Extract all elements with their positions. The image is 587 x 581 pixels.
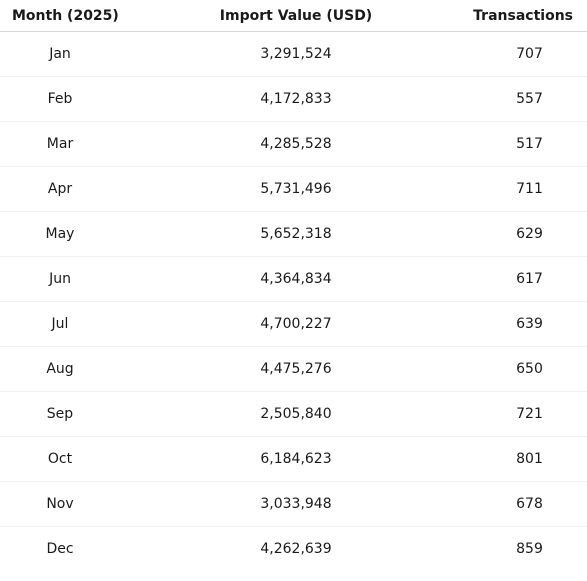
cell-import-value: 4,172,833 [120,76,472,122]
cell-month: May [0,211,120,257]
cell-month: Nov [0,481,120,527]
cell-month: Jul [0,301,120,347]
table-row: Jul 4,700,227 639 [0,301,587,347]
cell-import-value: 4,262,639 [260,541,332,557]
header-row: Month (2025) Import Value (USD) Transact… [0,0,587,32]
table-row: Jan 3,291,524 707 [0,31,587,77]
cell-transactions: 639 [472,301,587,347]
cell-import-value: 5,731,496 [120,166,472,212]
cell-import-value: 4,285,528 [120,121,472,167]
table-row: Sep 2,505,840 721 [0,391,587,437]
cell-import-value: 4,475,276 [120,346,472,392]
cell-import-value: 3,033,948 [120,481,472,527]
table-header: Month (2025) Import Value (USD) Transact… [0,0,587,32]
table-row: May 5,652,318 629 [0,211,587,257]
cell-transactions: 721 [472,391,587,437]
cell-month: Jan [0,31,120,77]
cell-transactions: 650 [472,346,587,392]
table-body: Jan 3,291,524 707 Feb 4,172,833 557 Mar 4,285,5… [0,31,587,572]
cell-import-value: 4,700,227 [120,301,472,347]
table-row: Apr 5,731,496 711 [0,166,587,212]
table-row: Aug 4,475,276 650 [0,346,587,392]
cell-month: Apr [0,166,120,212]
cell-month: Sep [0,391,120,437]
cell-import-value: 3,291,524 [120,31,472,77]
column-header-import-value: Import Value (USD) [120,0,472,32]
cell-import-value: 5,652,318 [120,211,472,257]
table-row: Jun 4,364,834 617 [0,256,587,302]
table-row: Mar 4,285,528 517 [0,121,587,167]
cell-month: Jun [0,256,120,302]
cell-transactions: 678 [472,481,587,527]
cell-transactions: 557 [472,76,587,122]
cell-transactions: 517 [472,121,587,167]
table-row: Dec 4,262,639 859 [0,527,587,572]
cell-import-value: 4,364,834 [120,256,472,302]
cell-month: Feb [0,76,120,122]
cell-month: Mar [0,121,120,167]
cell-month: Dec [46,541,74,557]
cell-month: Aug [0,346,120,392]
column-header-month: Month (2025) [0,0,120,32]
table-row: Oct 6,184,623 801 [0,436,587,482]
table-row: Feb 4,172,833 557 [0,76,587,122]
cell-import-value: 2,505,840 [120,391,472,437]
cell-transactions: 801 [472,436,587,482]
cell-import-value: 6,184,623 [120,436,472,482]
cell-month: Oct [0,436,120,482]
table-row: Nov 3,033,948 678 [0,481,587,527]
column-header-transactions: Transactions [472,0,587,32]
cell-transactions: 711 [472,166,587,212]
cell-transactions: 707 [472,31,587,77]
cell-transactions: 617 [472,256,587,302]
cell-transactions: 859 [516,541,543,557]
cell-transactions: 629 [472,211,587,257]
